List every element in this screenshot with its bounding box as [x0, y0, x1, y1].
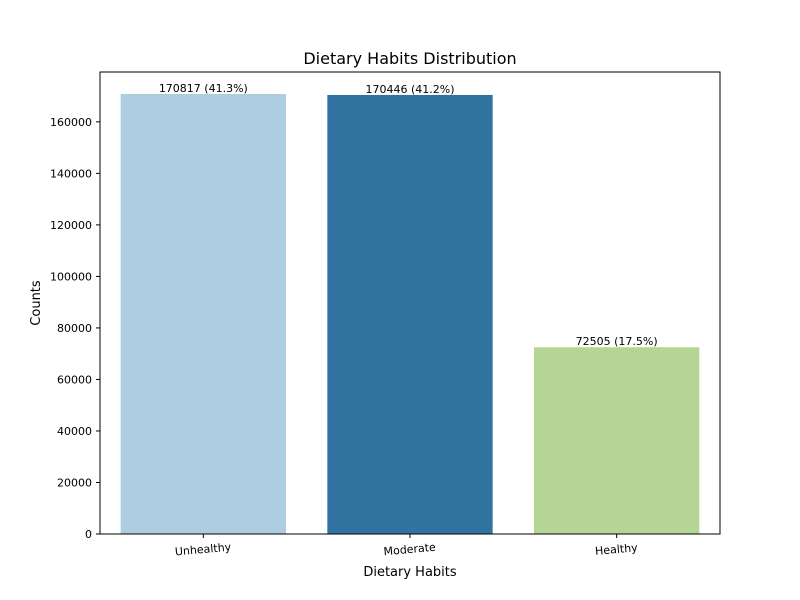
y-tick-label-0: 0 — [85, 528, 92, 541]
y-tick-label-100000: 100000 — [50, 270, 92, 283]
bar-moderate — [327, 94, 493, 535]
bar-unhealthy — [120, 94, 286, 534]
y-tick-label-20000: 20000 — [57, 476, 92, 489]
data-label-healthy: 72505 (17.5%) — [576, 335, 658, 348]
y-axis-label: Counts — [29, 280, 44, 326]
y-tick-label-120000: 120000 — [50, 219, 92, 232]
x-tick-label-unhealthy: Unhealthy — [174, 541, 232, 559]
x-tick-label-healthy: Healthy — [595, 541, 639, 558]
data-label-unhealthy: 170817 (41.3%) — [159, 82, 248, 95]
y-tick-label-140000: 140000 — [50, 167, 92, 180]
axes-frame — [99, 71, 721, 535]
y-tick-label-160000: 160000 — [50, 116, 92, 129]
y-tick-label-80000: 80000 — [57, 322, 92, 335]
y-tick-label-40000: 40000 — [57, 425, 92, 438]
x-tick-label-moderate: Moderate — [383, 541, 436, 559]
chart-title: Dietary Habits Distribution — [303, 49, 516, 68]
x-axis-label: Dietary Habits — [363, 565, 457, 580]
y-tick-label-60000: 60000 — [57, 373, 92, 386]
plot-area: 170817 (41.3%) Unhealthy 170446 (41.2%) Mod… — [50, 71, 721, 559]
bar-healthy — [534, 347, 700, 534]
data-label-moderate: 170446 (41.2%) — [365, 83, 454, 96]
